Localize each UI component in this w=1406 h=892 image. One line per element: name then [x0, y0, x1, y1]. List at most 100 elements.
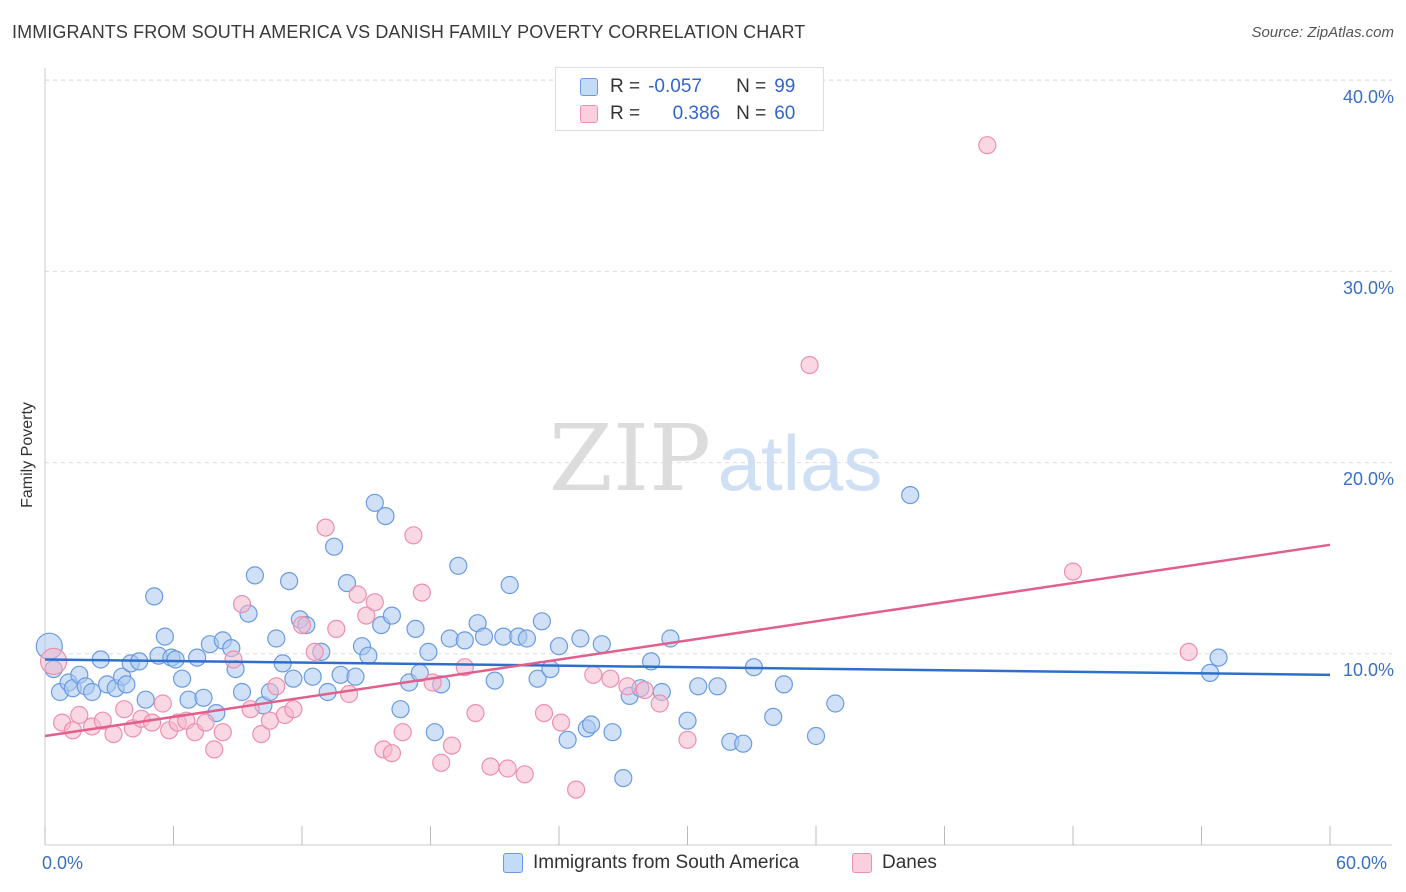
legend-label-immigrants: Immigrants from South America: [533, 852, 800, 873]
data-point: [365, 593, 384, 612]
data-point: [534, 703, 554, 723]
trend-line: [44, 543, 1331, 738]
data-point: [500, 575, 519, 595]
correlation-legend: R = -0.057 N = 99 R = 0.386 N = 60: [555, 67, 824, 131]
data-point: [280, 571, 299, 591]
data-point: [614, 768, 633, 788]
y-tick-label-40: 40.0%: [1342, 87, 1394, 107]
data-point: [359, 646, 378, 665]
data-point: [39, 647, 68, 676]
data-point: [232, 594, 252, 614]
data-point: [449, 556, 468, 575]
data-point: [346, 667, 365, 686]
data-point: [337, 573, 357, 593]
data-point: [515, 765, 534, 784]
legend-n-value: 99: [774, 76, 796, 97]
data-point: [581, 715, 601, 734]
data-point: [325, 537, 344, 556]
legend-r-label: R =: [610, 103, 641, 124]
watermark-atlas: atlas: [718, 419, 883, 507]
data-point: [382, 744, 401, 763]
data-point: [303, 667, 322, 686]
data-point: [404, 526, 423, 545]
data-point: [267, 677, 286, 696]
data-point: [419, 642, 438, 662]
legend-swatch-pink: [580, 105, 598, 123]
data-point: [117, 675, 136, 694]
data-point: [708, 677, 727, 696]
data-point: [213, 723, 232, 742]
legend-n-value: 60: [774, 103, 796, 124]
data-point: [551, 713, 571, 732]
data-point: [393, 723, 412, 742]
axes: [44, 68, 1392, 846]
data-point: [82, 682, 102, 702]
data-point: [541, 659, 560, 679]
data-point: [284, 669, 303, 688]
legend-r-value: -0.057: [648, 76, 702, 97]
data-point: [173, 669, 192, 688]
series-danes: [39, 136, 1198, 799]
legend-n-label: N =: [736, 103, 767, 124]
data-point: [432, 753, 451, 772]
data-point: [650, 694, 669, 713]
trend-line: [44, 658, 1331, 677]
data-point: [382, 606, 401, 625]
legend-r-label: R =: [610, 76, 641, 97]
data-point: [93, 711, 112, 730]
data-point: [517, 629, 537, 648]
data-point: [1179, 642, 1198, 662]
data-point: [826, 694, 845, 713]
data-point: [764, 707, 783, 727]
data-point: [566, 780, 586, 799]
data-point: [145, 587, 164, 606]
data-point: [245, 566, 264, 585]
data-point: [292, 615, 312, 635]
data-point: [153, 694, 172, 713]
data-point: [689, 677, 708, 696]
source-credit: Source: ZipAtlas.com: [1251, 24, 1394, 41]
x-tick-label-max: 60.0%: [1336, 853, 1388, 873]
data-point: [143, 713, 162, 732]
legend-r-value: 0.386: [672, 103, 721, 124]
data-point: [232, 682, 252, 702]
data-point: [474, 627, 494, 646]
gridlines: [45, 79, 1392, 655]
data-point: [584, 665, 603, 684]
y-tick-label-10: 10.0%: [1342, 660, 1394, 680]
chart-title: IMMIGRANTS FROM SOUTH AMERICA VS DANISH …: [12, 22, 806, 42]
data-point: [558, 730, 577, 749]
legend-row-danes: R = 0.386 N = 60: [580, 100, 795, 128]
trend-lines: [44, 543, 1331, 738]
data-point: [440, 629, 459, 648]
data-point: [224, 650, 243, 669]
data-point: [485, 671, 504, 690]
legend-label-danes: Danes: [882, 852, 937, 873]
data-point: [166, 650, 185, 669]
data-point: [481, 757, 500, 776]
data-point: [549, 637, 569, 656]
y-tick-label-20: 20.0%: [1342, 469, 1394, 489]
data-point: [406, 619, 425, 639]
data-point: [252, 724, 271, 744]
data-point: [284, 700, 303, 719]
data-point: [305, 642, 324, 662]
data-point: [498, 759, 517, 778]
watermark: ZIP atlas: [549, 405, 882, 512]
series-legend: Immigrants from South America Danes: [0, 852, 1406, 876]
data-point: [348, 585, 367, 604]
data-point: [205, 740, 224, 759]
data-point: [115, 700, 134, 719]
data-point: [901, 486, 920, 505]
data-point: [196, 713, 215, 732]
data-point: [603, 723, 622, 742]
data-point: [734, 734, 753, 753]
data-point: [442, 736, 461, 755]
data-point: [618, 677, 637, 696]
data-point: [241, 700, 260, 719]
legend-swatch-blue: [503, 853, 523, 873]
data-point: [327, 619, 346, 639]
legend-row-immigrants: R = -0.057 N = 99: [580, 73, 795, 101]
data-point: [1209, 648, 1228, 667]
